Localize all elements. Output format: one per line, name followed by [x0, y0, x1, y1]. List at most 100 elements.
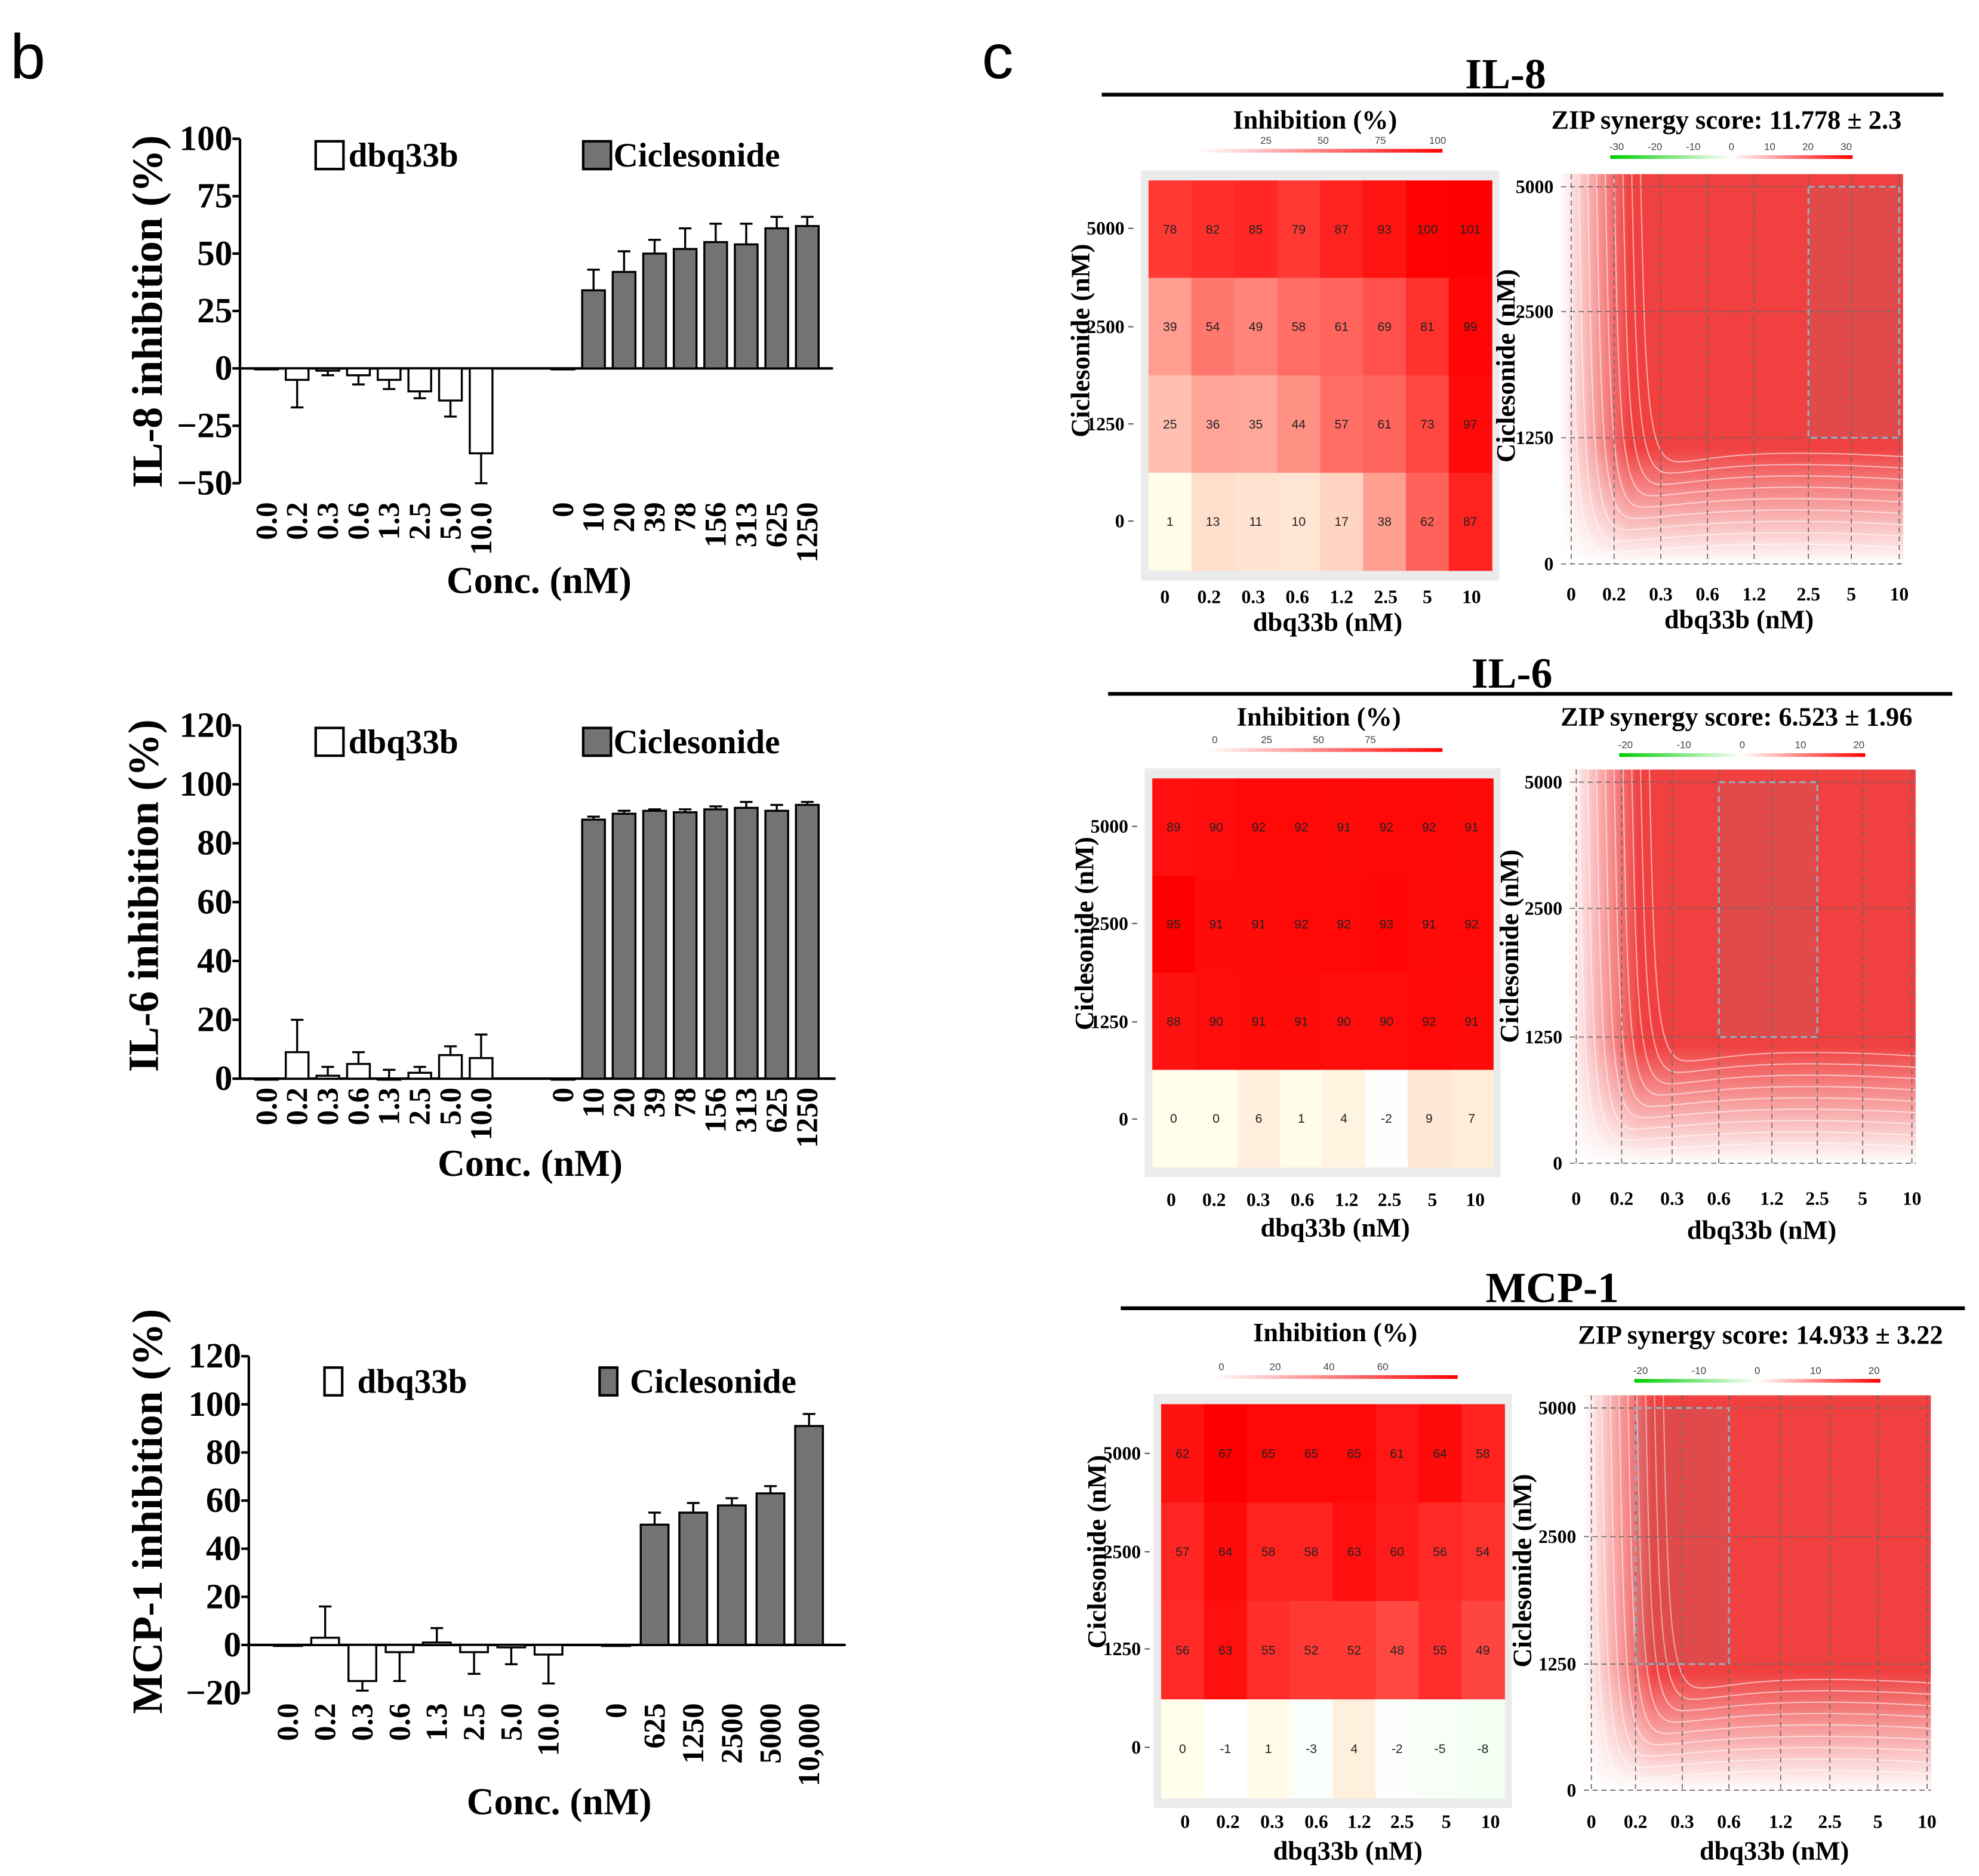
heatmap-cell	[1322, 1070, 1366, 1168]
synergy-contour-line	[1604, 174, 1903, 508]
heatmap-title: Inhibition (%)	[1237, 701, 1401, 731]
x-tick-label: 0.2	[1624, 1812, 1648, 1832]
x-axis-label: dbq33b (nM)	[1260, 1212, 1409, 1242]
heatmap-cell-value: 52	[1304, 1644, 1319, 1658]
y-tick-label: 1250	[1091, 1012, 1128, 1033]
synergy-contour-line	[1631, 769, 1916, 1085]
heatmap-cell-value: 1	[1167, 515, 1174, 529]
heatmap-cell	[1191, 473, 1235, 571]
zip-colorbar-tick-label: -20	[1648, 141, 1662, 153]
y-tick-label: 5000	[1087, 218, 1124, 239]
y-tick-label: 100	[180, 764, 233, 803]
heatmap-cell	[1152, 778, 1196, 876]
y-tick-label: 1250	[1087, 414, 1124, 435]
synergy-contour-line	[1640, 174, 1903, 463]
heatmap-cell	[1448, 375, 1492, 474]
legend-label-ciclesonide: Ciclesonide	[630, 1363, 796, 1400]
heatmap-cell	[1375, 1502, 1420, 1602]
heatmap-cell	[1247, 1502, 1291, 1602]
zip-colorbar-tick-label: -30	[1609, 141, 1624, 153]
heatmap-cell	[1332, 1601, 1377, 1701]
ciclesonide-bar	[639, 1523, 670, 1646]
heatmap-cell-value: 95	[1167, 918, 1181, 932]
dbq33b-bar	[469, 367, 494, 455]
heatmap-cell	[1237, 875, 1281, 974]
x-tick-label: 5	[1846, 584, 1856, 605]
heatmap-cell-value: 92	[1294, 821, 1309, 834]
legend-swatch-dbq33b	[323, 1366, 344, 1397]
heatmap-cell	[1406, 473, 1449, 571]
colorbar-tick-label: 100	[1429, 135, 1446, 146]
y-tick-label: 2500	[1538, 1526, 1576, 1547]
heatmap-cell-value: 55	[1261, 1644, 1276, 1658]
x-tick-label: 625	[638, 1703, 671, 1748]
y-tick-label: 40	[197, 941, 232, 980]
x-tick-label: 20	[607, 1088, 641, 1118]
heatmap-cell	[1152, 1070, 1196, 1168]
x-tick-label: 5	[1858, 1188, 1867, 1209]
y-axis-label: Ciclesonide (nM)	[1507, 1474, 1537, 1667]
heatmap-cell	[1418, 1699, 1463, 1799]
heatmap-cell-value: 4	[1340, 1112, 1347, 1126]
ciclesonide-bar	[550, 367, 575, 371]
x-tick-label: 2.5	[457, 1703, 491, 1741]
y-tick-label: 100	[188, 1384, 241, 1424]
zip-colorbar-tick-label: 0	[1729, 141, 1734, 153]
x-tick-label: 0	[1566, 584, 1576, 605]
x-tick-label: 625	[760, 1088, 793, 1133]
y-tick-label: 0	[215, 348, 233, 387]
heatmap-cell-value: 69	[1377, 321, 1392, 334]
heatmap-cell-value: 93	[1377, 223, 1392, 236]
heatmap-cell-value: 56	[1175, 1644, 1190, 1658]
x-tick-label: 0	[1160, 586, 1169, 607]
heatmap-cell	[1418, 1601, 1463, 1701]
x-tick-label: 10.0	[464, 502, 498, 555]
zip-colorbar-tick-label: -20	[1633, 1365, 1648, 1376]
y-axis-label: MCP-1 inhibition (%)	[124, 1309, 171, 1714]
heatmap-cell	[1461, 1601, 1505, 1701]
x-tick-label: 0.2	[1610, 1188, 1634, 1209]
heatmap-cell	[1152, 972, 1196, 1071]
legend-label-dbq33b: dbq33b	[349, 137, 458, 174]
x-tick-label: 10	[577, 1088, 610, 1118]
heatmap-cell-value: 58	[1292, 321, 1306, 334]
heatmap-cell-value: 58	[1476, 1447, 1490, 1461]
x-tick-label: 2.5	[1796, 584, 1820, 605]
x-tick-label: 10	[577, 502, 610, 532]
heatmap-cell-value: 7	[1468, 1112, 1475, 1126]
ciclesonide-bar	[794, 1425, 824, 1646]
heatmap-cell-value: 97	[1463, 418, 1478, 432]
ciclesonide-bar	[764, 227, 789, 369]
colorbar-tick-label: 50	[1318, 135, 1329, 146]
heatmap-cell	[1363, 375, 1407, 474]
heatmap-cell-value: 87	[1463, 515, 1478, 529]
y-tick-label: 1250	[1103, 1638, 1141, 1659]
heatmap-cell-value: 9	[1426, 1112, 1433, 1126]
legend-swatch-ciclesonide	[581, 726, 613, 757]
ciclesonide-bar	[601, 1644, 631, 1647]
x-tick-label: 0.2	[1197, 586, 1221, 607]
synergy-contour-line	[1613, 769, 1916, 1107]
heatmap-cell	[1320, 180, 1364, 279]
heatmap-title: Inhibition (%)	[1253, 1317, 1417, 1347]
heatmap-cell-value: 54	[1206, 321, 1220, 334]
heatmap-cell	[1277, 180, 1321, 279]
dbq33b-bar	[496, 1644, 527, 1649]
heatmap-cell	[1204, 1601, 1248, 1701]
heatmap-cell	[1191, 278, 1235, 376]
heatmap-cell	[1332, 1404, 1377, 1504]
synergy-contour-line	[1627, 1395, 1931, 1735]
heatmap-cell-value: 99	[1463, 321, 1478, 334]
heatmap-cell	[1204, 1502, 1248, 1602]
x-tick-label: 5	[1873, 1812, 1883, 1832]
synergy-contour-line	[1587, 769, 1916, 1141]
il8-bar-chart: 1007550250−25−500.00.20.30.61.32.55.010.…	[124, 119, 833, 601]
ciclesonide-bar	[703, 241, 728, 369]
heatmap-cell	[1280, 778, 1324, 876]
x-tick-label: 20	[607, 502, 641, 532]
zip-score-title: ZIP synergy score: 6.523 ± 1.96	[1561, 701, 1912, 731]
x-tick-label: 0	[546, 502, 580, 517]
synergy-contour-line	[1631, 174, 1903, 474]
